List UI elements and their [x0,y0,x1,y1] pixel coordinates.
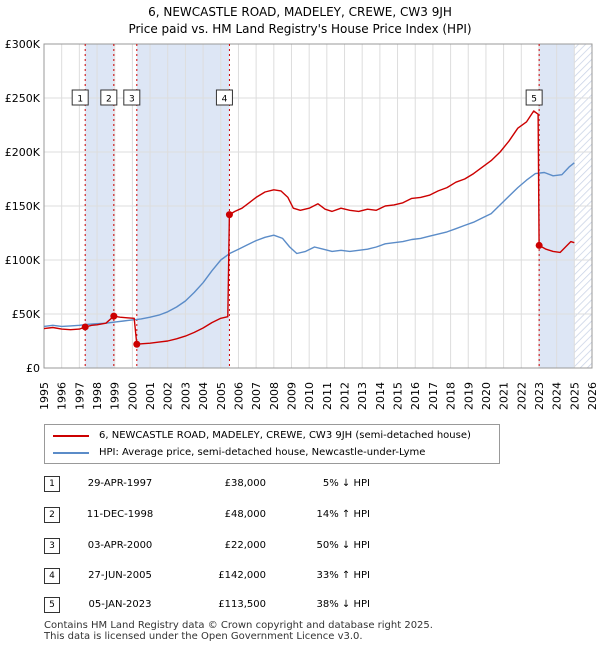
x-tick-label: 2022 [515,382,528,410]
marker-label-box [123,89,141,106]
attribution-line-licence: This data is licensed under the Open Gov… [44,631,363,642]
transaction-number-badge: 3 [44,538,60,554]
sale-point [81,323,89,331]
x-tick-label: 2012 [339,382,352,410]
price-paid-line [43,110,575,345]
x-tick-label: 2024 [551,382,564,410]
plot-frame [43,43,593,369]
x-tick-label: 2005 [215,382,228,410]
x-tick-label: 2015 [392,382,405,410]
attribution-line-copyright: Contains HM Land Registry data © Crown c… [44,620,433,631]
sale-point [133,340,141,348]
x-tick-label: 2009 [285,382,298,410]
y-tick-label: £150K [5,200,41,213]
x-tick-label: 2010 [303,382,316,410]
x-tick-label: 2026 [586,382,599,410]
marker-label: 2 [106,95,112,105]
legend-swatch-price [53,435,89,437]
legend-swatch-hpi [53,452,89,454]
transaction-row: 5 05-JAN-2023 £113,500 38% ↓ HPI [0,595,600,615]
transaction-date: 29-APR-1997 [87,478,153,489]
marker-label-box [525,89,543,106]
transaction-date: 27-JUN-2005 [88,570,152,581]
sale-point [225,211,233,219]
marker-label: 3 [129,95,135,105]
x-tick-label: 2002 [162,382,175,410]
transaction-hpi-diff: 38% ↓ HPI [316,599,370,610]
marker-label: 4 [222,95,228,105]
x-tick-label: 2011 [321,382,334,410]
transaction-hpi-diff: 14% ↑ HPI [316,509,370,520]
marker-label: 1 [77,95,83,105]
x-tick-label: 2006 [232,382,245,410]
x-tick-label: 2017 [427,382,440,410]
transaction-price: £22,000 [224,540,266,551]
x-tick-label: 2000 [126,382,139,410]
x-tick-label: 2008 [268,382,281,410]
transaction-row: 2 11-DEC-1998 £48,000 14% ↑ HPI [0,505,600,525]
transaction-date: 11-DEC-1998 [86,509,154,520]
x-tick-label: 2004 [197,382,210,410]
legend-label-price: 6, NEWCASTLE ROAD, MADELEY, CREWE, CW3 9… [99,430,471,441]
legend-label-hpi: HPI: Average price, semi-detached house,… [99,447,426,458]
marker-label-box [100,89,118,106]
y-tick-label: £50K [12,308,41,321]
marker-label-box [215,89,233,106]
transaction-price: £113,500 [218,599,266,610]
x-tick-label: 1996 [56,382,69,410]
transaction-date: 03-APR-2000 [87,540,153,551]
y-tick-label: £300K [5,38,41,51]
transaction-row: 4 27-JUN-2005 £142,000 33% ↑ HPI [0,566,600,586]
transaction-number-badge: 2 [44,507,60,523]
chart-subtitle: Price paid vs. HM Land Registry's House … [128,22,472,36]
x-tick-label: 1997 [73,382,86,410]
transaction-row: 1 29-APR-1997 £38,000 5% ↓ HPI [0,474,600,494]
transaction-row: 3 03-APR-2000 £22,000 50% ↓ HPI [0,536,600,556]
x-tick-label: 2018 [445,382,458,410]
y-tick-label: £0 [26,362,40,375]
x-tick-label: 2007 [250,382,263,410]
x-tick-label: 2014 [374,382,387,410]
x-tick-label: 2003 [179,382,192,410]
x-tick-label: 2021 [498,382,511,410]
x-tick-label: 2025 [568,382,581,410]
transaction-date: 05-JAN-2023 [88,599,152,610]
y-tick-label: £250K [5,92,41,105]
transaction-hpi-diff: 50% ↓ HPI [316,540,370,551]
marker-label-box [71,89,89,106]
chart-title: 6, NEWCASTLE ROAD, MADELEY, CREWE, CW3 9… [148,5,452,19]
transaction-price: £142,000 [218,570,266,581]
transaction-number-badge: 5 [44,597,60,613]
sale-point [535,241,543,249]
transaction-hpi-diff: 33% ↑ HPI [316,570,370,581]
x-tick-label: 2001 [144,382,157,410]
x-tick-label: 2020 [480,382,493,410]
x-tick-label: 2019 [462,382,475,410]
y-tick-label: £200K [5,146,41,159]
x-tick-label: 2023 [533,382,546,410]
sale-point [110,312,118,320]
x-tick-label: 1999 [109,382,122,410]
x-tick-label: 2016 [409,382,422,410]
x-tick-label: 1998 [91,382,104,410]
transaction-number-badge: 1 [44,476,60,492]
x-tick-label: 1995 [38,382,51,410]
price-chart: 1 2 3 4 5 £0 £50K £100K £150K £200K £250K £300K 1995… [5,38,599,410]
x-tick-label: 2013 [356,382,369,410]
marker-label: 5 [531,95,537,105]
transaction-number-badge: 4 [44,568,60,584]
attribution-footer: Contains HM Land Registry data © Crown c… [44,620,433,642]
chart-legend: 6, NEWCASTLE ROAD, MADELEY, CREWE, CW3 9… [44,424,500,464]
transaction-hpi-diff: 5% ↓ HPI [322,478,370,489]
transaction-price: £48,000 [224,509,266,520]
transaction-price: £38,000 [224,478,266,489]
y-tick-label: £100K [5,254,41,267]
